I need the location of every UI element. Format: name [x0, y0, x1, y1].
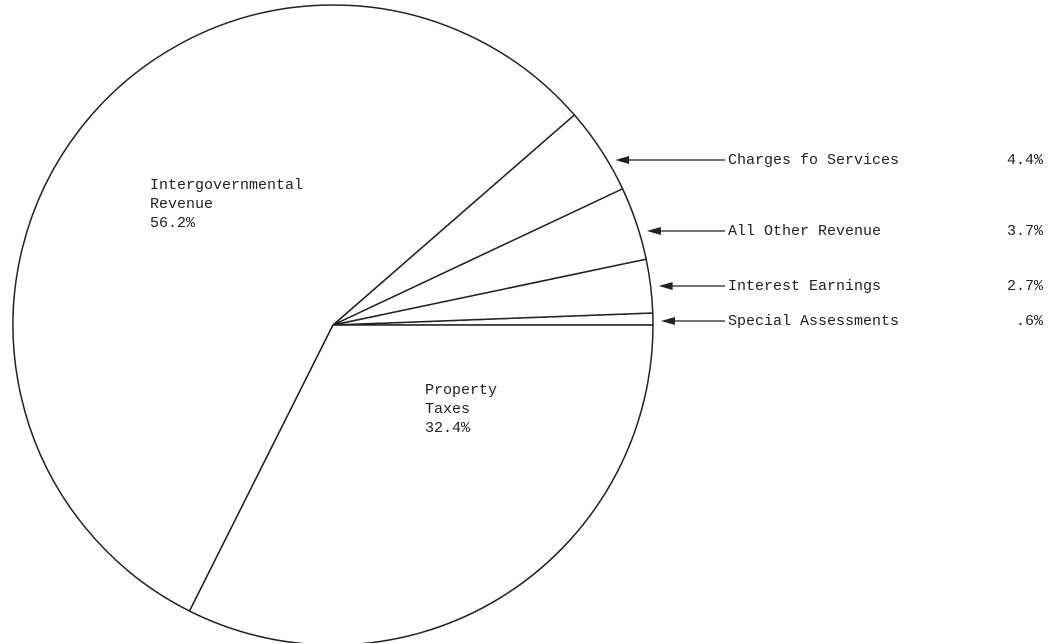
arrow-head: [646, 227, 661, 235]
pie-slice: [12, 4, 576, 613]
slice-value-label: 4.4%: [1007, 152, 1044, 169]
slice-value-label: 56.2%: [150, 215, 196, 232]
arrow-head: [660, 317, 675, 325]
slice-label: Charges fo Services: [728, 152, 899, 169]
slice-label: Special Assessments: [728, 313, 899, 330]
slice-label: Interest Earnings: [728, 278, 881, 295]
slice-label: Property Taxes: [425, 382, 498, 418]
slice-label: Intergovernmental Revenue: [150, 177, 304, 213]
slice-value-label: .6%: [1016, 313, 1044, 330]
arrow-head: [658, 282, 673, 290]
slice-value-label: 3.7%: [1007, 223, 1044, 240]
slice-label: All Other Revenue: [728, 223, 881, 240]
pie-slice: [188, 324, 654, 643]
arrow-head: [615, 156, 630, 164]
slice-value-label: 2.7%: [1007, 278, 1044, 295]
slice-value-label: 32.4%: [425, 420, 471, 437]
